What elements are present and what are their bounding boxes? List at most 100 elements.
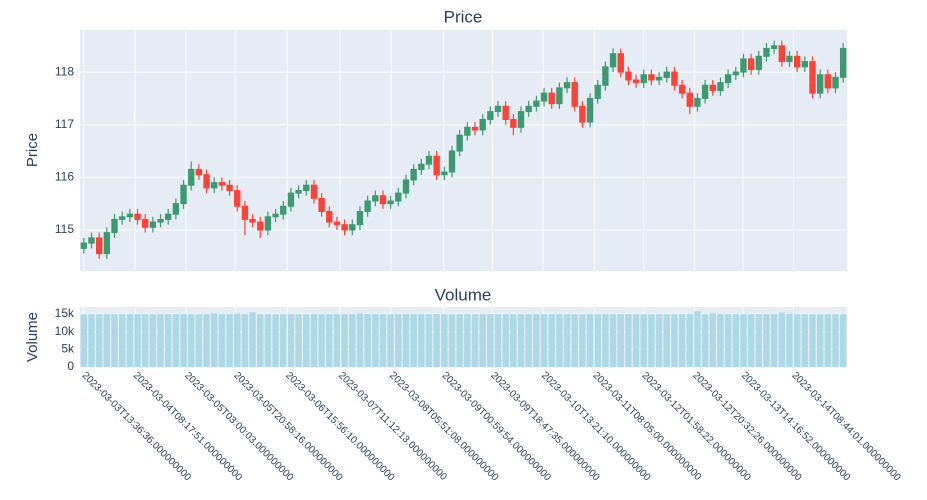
candle-body	[571, 82, 578, 107]
candle-body	[218, 182, 226, 186]
volume-bar	[149, 314, 157, 367]
volume-bar	[387, 314, 394, 367]
candle-body	[402, 179, 410, 194]
volume-bar	[356, 313, 364, 367]
price-plot-area	[80, 30, 847, 271]
volume-bar	[793, 314, 801, 367]
candle-body	[134, 213, 141, 220]
volume-bar	[333, 314, 341, 367]
volume-bar	[809, 314, 816, 367]
candle-body	[548, 92, 555, 105]
candle-body	[701, 84, 709, 99]
volume-bar	[801, 314, 809, 367]
volume-bar	[349, 314, 356, 367]
y-tick-label: 5k	[61, 342, 75, 356]
candle-body	[264, 216, 272, 231]
candle-body	[88, 237, 95, 244]
volume-bar	[195, 314, 203, 367]
volume-bar	[264, 314, 272, 367]
volume-bar	[218, 314, 226, 367]
candle-body	[533, 100, 540, 107]
volume-bar	[839, 314, 847, 367]
volume-bar	[717, 314, 724, 367]
volume-bar	[280, 314, 287, 367]
volume-bar	[517, 314, 525, 367]
price-y-label: Price	[24, 133, 41, 167]
volume-bar	[694, 311, 701, 367]
volume-bar	[141, 314, 149, 367]
volume-bar	[763, 314, 770, 367]
volume-bar	[625, 314, 632, 367]
volume-bar	[241, 314, 249, 367]
candle-body	[80, 242, 88, 249]
candle-body	[287, 192, 295, 207]
candle-body	[395, 192, 402, 202]
candle-body	[456, 134, 463, 152]
candle-body	[341, 224, 348, 231]
volume-bar	[709, 313, 716, 367]
volume-bar	[732, 314, 740, 367]
candle-body	[203, 174, 210, 189]
candle-body	[770, 45, 778, 49]
candle-body	[709, 84, 716, 92]
candle-body	[816, 74, 824, 94]
candle-body	[640, 74, 647, 84]
candle-body	[755, 55, 762, 70]
candle-body	[625, 71, 632, 81]
candle-body	[95, 237, 103, 255]
candle-body	[364, 200, 371, 213]
x-tick-label: 2023-03-14T08:44:01.000000000	[790, 370, 903, 483]
volume-bar	[594, 314, 601, 367]
volume-bar	[648, 314, 655, 367]
volume-bar	[234, 313, 241, 367]
volume-bar	[525, 314, 532, 367]
candle-body	[732, 71, 739, 76]
x-tick-label: 2023-03-06T15:56:10.000000000	[283, 370, 396, 483]
volume-bar	[724, 314, 732, 367]
volume-bar	[88, 314, 95, 367]
volume-bar	[118, 314, 126, 367]
y-tick-label: 118	[55, 64, 74, 78]
volume-bar	[747, 314, 755, 367]
volume-bar	[379, 314, 387, 367]
volume-bar	[602, 314, 609, 367]
volume-bar	[203, 314, 210, 367]
candle-body	[609, 53, 617, 68]
volume-bar	[510, 314, 517, 367]
candle-body	[241, 205, 249, 220]
volume-bar	[540, 314, 548, 367]
candle-body	[149, 221, 157, 228]
volume-bar	[563, 314, 571, 367]
volume-bar	[824, 314, 832, 367]
candle-body	[663, 71, 670, 78]
candle-body	[510, 118, 517, 128]
y-tick-label: 117	[55, 117, 74, 131]
volume-bar	[310, 314, 318, 367]
candle-body	[165, 213, 172, 220]
candle-body	[479, 118, 486, 131]
candle-body	[180, 184, 187, 205]
candle-body	[655, 76, 663, 81]
x-tick-label: 2023-03-11T08:05:00.000000000	[590, 370, 703, 483]
volume-bar	[433, 314, 440, 367]
candle-body	[318, 197, 325, 213]
volume-bar	[640, 314, 647, 367]
price-title: Price	[444, 7, 483, 26]
y-tick-label: 115	[55, 222, 74, 236]
volume-bar	[786, 313, 793, 367]
candle-body	[717, 82, 724, 92]
x-tick-label: 2023-03-08T05:51:08.000000000	[387, 370, 500, 483]
candle-body	[786, 55, 793, 63]
volume-bar	[556, 314, 563, 367]
candle-body	[617, 53, 624, 73]
x-tick-label: 2023-03-05T20:58:16.000000000	[231, 370, 344, 483]
candle-body	[372, 195, 379, 202]
candle-body	[556, 87, 563, 105]
candle-body	[694, 97, 701, 107]
candle-body	[586, 97, 594, 123]
volume-bar	[402, 314, 410, 367]
volume-bar	[755, 314, 763, 367]
volume-bar	[418, 314, 425, 367]
candle-body	[793, 55, 801, 68]
